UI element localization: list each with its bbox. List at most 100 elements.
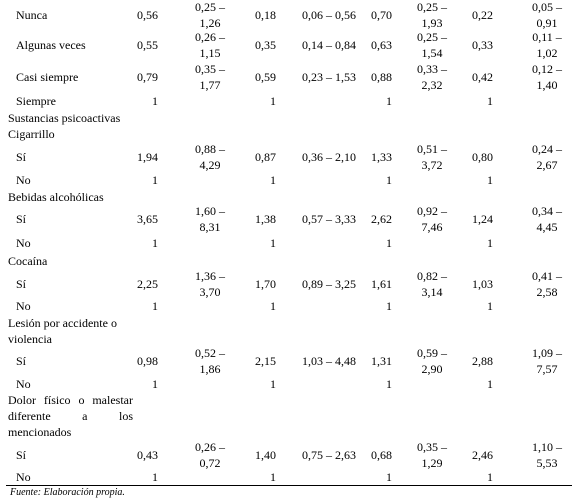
row-group-label: Lesión por accidente o violencia xyxy=(8,316,117,346)
odds-ratio: 1 xyxy=(487,173,493,187)
odds-ratio: 1,31 xyxy=(371,354,392,368)
odds-ratio: 1 xyxy=(270,470,276,484)
footnote: Fuente: Elaboración propia. xyxy=(10,487,125,498)
odds-ratio: 1 xyxy=(152,173,158,187)
confidence-interval: 0,51 – 3,72 xyxy=(417,142,447,172)
odds-ratio: 1 xyxy=(386,470,392,484)
row-label: Nunca xyxy=(16,8,48,22)
odds-ratio: 1 xyxy=(152,299,158,313)
odds-ratio: 1,33 xyxy=(371,150,392,164)
confidence-interval: 0,89 – 3,25 xyxy=(302,277,356,291)
odds-ratio: 1 xyxy=(386,173,392,187)
row-label: No xyxy=(16,236,31,250)
odds-ratio: 1 xyxy=(270,377,276,391)
confidence-interval: 1,60 – 8,31 xyxy=(195,204,225,234)
odds-ratio: 1 xyxy=(386,236,392,250)
odds-ratio: 0,33 xyxy=(472,38,493,52)
odds-ratio: 1,24 xyxy=(472,212,493,226)
confidence-interval: 0,11 – 1,02 xyxy=(532,30,562,60)
odds-ratio: 1 xyxy=(152,470,158,484)
confidence-interval: 0,41 – 2,58 xyxy=(532,269,562,299)
row-label: Sí xyxy=(16,354,27,368)
odds-ratio: 0,87 xyxy=(255,150,276,164)
odds-ratio: 0,79 xyxy=(137,70,158,84)
confidence-interval: 0,23 – 1,53 xyxy=(302,70,356,84)
odds-ratio: 1,03 xyxy=(472,277,493,291)
odds-ratio: 2,88 xyxy=(472,354,493,368)
confidence-interval: 0,36 – 2,10 xyxy=(302,150,356,164)
odds-ratio: 0,22 xyxy=(472,8,493,22)
odds-ratio: 1 xyxy=(487,299,493,313)
confidence-interval: 1,03 – 4,48 xyxy=(302,354,356,368)
odds-ratio: 0,18 xyxy=(255,8,276,22)
odds-ratio: 0,80 xyxy=(472,150,493,164)
confidence-interval: 0,34 – 4,45 xyxy=(532,204,562,234)
odds-ratio: 3,65 xyxy=(137,212,158,226)
confidence-interval: 0,33 – 2,32 xyxy=(417,62,447,92)
confidence-interval: 0,26 – 1,15 xyxy=(195,30,225,60)
confidence-interval: 1,10 – 5,53 xyxy=(532,440,562,470)
row-group-label: Sustancias psicoactivas Cigarrillo xyxy=(8,111,121,141)
row-label: Sí xyxy=(16,448,27,462)
odds-ratio: 0,88 xyxy=(371,70,392,84)
row-group-label: Bebidas alcohólicas xyxy=(8,190,104,204)
odds-ratio: 2,46 xyxy=(472,448,493,462)
confidence-interval: 0,14 – 0,84 xyxy=(302,38,356,52)
odds-ratio: 0,70 xyxy=(371,8,392,22)
confidence-interval: 0,05 – 0,91 xyxy=(532,0,562,30)
row-group-label: Cocaína xyxy=(8,254,48,268)
confidence-interval: 0,25 – 1,26 xyxy=(195,0,225,30)
row-label: Algunas veces xyxy=(16,38,86,52)
confidence-interval: 0,12 – 1,40 xyxy=(532,62,562,92)
odds-ratio: 1 xyxy=(152,377,158,391)
odds-ratio: 1 xyxy=(386,377,392,391)
odds-ratio: 1 xyxy=(386,299,392,313)
confidence-interval: 0,57 – 3,33 xyxy=(302,212,356,226)
odds-ratio: 1,40 xyxy=(255,448,276,462)
odds-ratio: 1 xyxy=(270,94,276,108)
odds-ratio: 0,43 xyxy=(137,448,158,462)
odds-ratio: 0,35 xyxy=(255,38,276,52)
odds-ratio: 0,63 xyxy=(371,38,392,52)
odds-ratio: 1 xyxy=(270,173,276,187)
odds-ratio: 1 xyxy=(487,377,493,391)
odds-ratio: 1 xyxy=(487,470,493,484)
confidence-interval: 0,06 – 0,56 xyxy=(302,8,356,22)
confidence-interval: 0,35 – 1,77 xyxy=(195,62,225,92)
confidence-interval: 0,25 – 1,93 xyxy=(417,0,447,30)
row-label: No xyxy=(16,470,31,484)
confidence-interval: 0,82 – 3,14 xyxy=(417,269,447,299)
odds-ratio: 1,38 xyxy=(255,212,276,226)
row-label: No xyxy=(16,299,31,313)
odds-ratio: 1 xyxy=(487,94,493,108)
confidence-interval: 0,26 – 0,72 xyxy=(195,440,225,470)
confidence-interval: 0,35 – 1,29 xyxy=(417,440,447,470)
confidence-interval: 0,52 – 1,86 xyxy=(195,346,225,376)
row-label: Sí xyxy=(16,150,27,164)
odds-ratio: 1 xyxy=(386,94,392,108)
odds-ratio: 1 xyxy=(487,236,493,250)
odds-ratio: 2,25 xyxy=(137,277,158,291)
row-label: No xyxy=(16,173,31,187)
confidence-interval: 0,24 – 2,67 xyxy=(532,142,562,172)
odds-ratio: 2,15 xyxy=(255,354,276,368)
odds-ratio: 1 xyxy=(270,236,276,250)
confidence-interval: 0,88 – 4,29 xyxy=(195,142,225,172)
row-label: Casi siempre xyxy=(16,70,79,84)
odds-ratio: 1,70 xyxy=(255,277,276,291)
odds-ratio: 1 xyxy=(152,94,158,108)
odds-ratio: 1 xyxy=(152,236,158,250)
odds-ratio: 0,55 xyxy=(137,38,158,52)
confidence-interval: 1,09 – 7,57 xyxy=(532,346,562,376)
odds-ratio: 1 xyxy=(270,299,276,313)
odds-ratio: 0,59 xyxy=(255,70,276,84)
row-label: Sí xyxy=(16,277,27,291)
confidence-interval: 0,25 – 1,54 xyxy=(417,30,447,60)
confidence-interval: 0,59 – 2,90 xyxy=(417,346,447,376)
odds-ratio: 1,61 xyxy=(371,277,392,291)
confidence-interval: 0,92 – 7,46 xyxy=(417,204,447,234)
odds-ratio: 0,42 xyxy=(472,70,493,84)
odds-ratio: 0,56 xyxy=(137,8,158,22)
row-label: Siempre xyxy=(16,94,56,108)
